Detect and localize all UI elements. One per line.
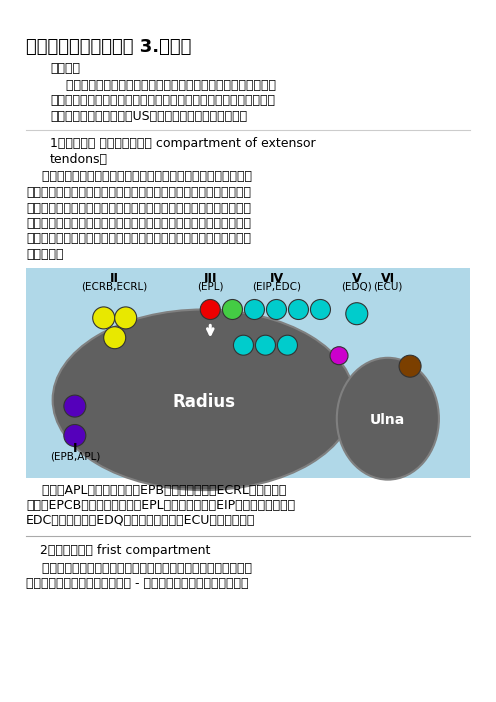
Circle shape	[104, 326, 125, 349]
Circle shape	[93, 307, 115, 329]
Text: (EPB,APL): (EPB,APL)	[50, 451, 100, 461]
Circle shape	[399, 355, 421, 377]
Text: (EDQ): (EDQ)	[341, 282, 372, 291]
Circle shape	[310, 300, 330, 319]
Circle shape	[277, 335, 298, 355]
Circle shape	[64, 395, 86, 417]
Text: III: III	[203, 272, 217, 284]
Text: 手指移动。: 手指移动。	[26, 248, 63, 261]
Text: 对手腕标准的超声检查从评估其背侧开始，然后是手掌评估。根: 对手腕标准的超声检查从评估其背侧开始，然后是手掌评估。根	[50, 79, 276, 92]
Circle shape	[234, 335, 253, 355]
Circle shape	[64, 425, 86, 446]
Circle shape	[346, 303, 368, 325]
Circle shape	[223, 300, 243, 319]
Circle shape	[289, 300, 309, 319]
Circle shape	[115, 307, 137, 329]
Text: 突的侧面以检查伸肌腱的第一室 - 将长外展肌（腹侧）和拇短伸肌: 突的侧面以检查伸肌腱的第一室 - 将长外展肌（腹侧）和拇短伸肌	[26, 577, 248, 590]
Circle shape	[245, 300, 264, 319]
Text: 长肌；EPCB，桡侧伸腕短肌；EPL，伸拇指长肌；EIP，食指固有伸肌；: 长肌；EPCB，桡侧伸腕短肌；EPL，伸拇指长肌；EIP，食指固有伸肌；	[26, 499, 295, 512]
Circle shape	[266, 300, 287, 319]
Text: (ECRB,ECRL): (ECRB,ECRL)	[81, 282, 148, 291]
Text: VI: VI	[381, 272, 395, 284]
Ellipse shape	[337, 358, 439, 479]
Text: 一般情况下，应该首先识别固有的肌腱，然后按照它在短轴的平面向: 一般情况下，应该首先识别固有的肌腱，然后按照它在短轴的平面向	[26, 186, 251, 199]
Text: 注解：APL，外展拇长肌；EPB，伸拇指短肌；ECRL，桡侧伸腕: 注解：APL，外展拇长肌；EPB，伸拇指短肌；ECRL，桡侧伸腕	[26, 484, 286, 496]
Circle shape	[255, 335, 275, 355]
Text: 1、手腕背侧 （伸肌腱的隔间 compartment of extensor: 1、手腕背侧 （伸肌腱的隔间 compartment of extensor	[50, 138, 315, 150]
Text: I: I	[72, 442, 77, 454]
Circle shape	[330, 347, 348, 365]
Text: Ulna: Ulna	[370, 413, 406, 427]
Text: 据具体的临床表现，可以在手腕的不同位置（屈曲和伸展，桡骨和尺: 据具体的临床表现，可以在手腕的不同位置（屈曲和伸展，桡骨和尺	[50, 95, 275, 107]
Text: V: V	[352, 272, 362, 284]
Text: 将患者的手腕保持在旋前和旋后的中间位置，将探头放在桡骨茎: 将患者的手腕保持在旋前和旋后的中间位置，将探头放在桡骨茎	[26, 562, 252, 574]
Text: 2、第一间隔室 frist compartment: 2、第一间隔室 frist compartment	[40, 544, 210, 557]
Circle shape	[200, 300, 220, 319]
Text: Radius: Radius	[172, 393, 235, 411]
Text: (EIP,EDC): (EIP,EDC)	[252, 282, 301, 291]
Text: 下到远端插入处。超声的伸肌腱长轴图像不太有用，但是它们可能有: 下到远端插入处。超声的伸肌腱长轴图像不太有用，但是它们可能有	[26, 201, 251, 215]
Text: 将超声探头放在手腕背侧的横向平面上，以便正确识别伸肌腱。: 将超声探头放在手腕背侧的横向平面上，以便正确识别伸肌腱。	[26, 171, 252, 183]
Text: 肌内骨骼超声技术指南 3.腕关节: 肌内骨骼超声技术指南 3.腕关节	[26, 38, 191, 56]
Bar	[26, 267, 470, 477]
Text: (ECU): (ECU)	[373, 282, 403, 291]
Text: 骨偏，内旋和旋后）获得US图像，患者坐在检查者面前。: 骨偏，内旋和旋后）获得US图像，患者坐在检查者面前。	[50, 110, 247, 123]
Text: tendons）: tendons）	[50, 153, 108, 166]
Text: 助于评估肌腱的完整性，并详细评估其动态运动。伸肌腱的动态扫描: 助于评估肌腱的完整性，并详细评估其动态运动。伸肌腱的动态扫描	[26, 217, 251, 230]
Text: (EPL): (EPL)	[197, 282, 224, 291]
Text: 展开全文: 展开全文	[50, 62, 80, 75]
Ellipse shape	[53, 310, 355, 490]
Text: 可以通过将手放在凝胶管上，手指悬挂在其边缘之外来进行，以便于: 可以通过将手放在凝胶管上，手指悬挂在其边缘之外来进行，以便于	[26, 232, 251, 246]
Text: IV: IV	[269, 272, 284, 284]
Text: EDC，伸指长肌；EDQ，小指固有伸肌；ECU，尺侧伸腕肌: EDC，伸指长肌；EDQ，小指固有伸肌；ECU，尺侧伸腕肌	[26, 515, 255, 527]
Text: II: II	[110, 272, 119, 284]
